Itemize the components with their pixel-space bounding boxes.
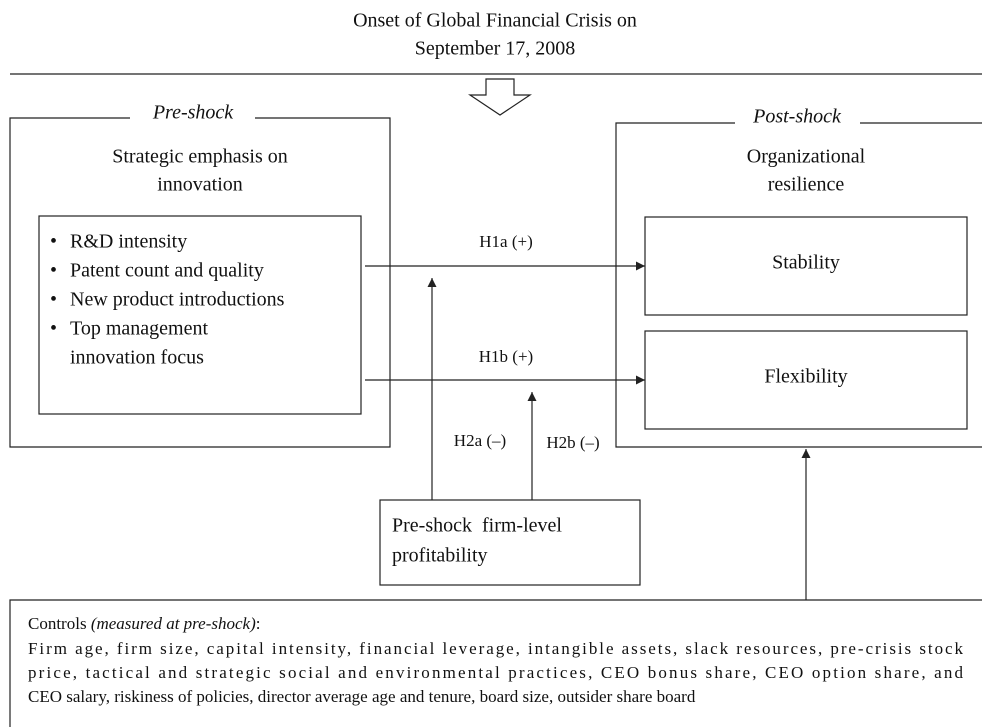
post-shock-panel <box>615 122 982 448</box>
panel-heading: Organizational <box>747 146 866 168</box>
bullet-text: New product introductions <box>70 289 285 311</box>
controls-colon: : <box>256 614 261 633</box>
hypothesis-label: H1a (+) <box>479 232 532 251</box>
controls-label: Controls <box>28 614 87 633</box>
controls-text: Firm age, firm size, capital intensity, … <box>28 639 964 658</box>
bullet-list: • R&D intensity • Patent count and quali… <box>50 231 285 369</box>
innovation-box <box>38 215 362 415</box>
controls-text: price, tactical and strategic social and… <box>28 663 963 682</box>
hypothesis-label: H2b (–) <box>546 433 599 452</box>
bullet-text: R&D intensity <box>70 231 187 253</box>
panel-label: Pre-shock <box>152 102 234 124</box>
hypothesis-label: H1b (+) <box>479 347 533 366</box>
controls-box <box>9 599 982 727</box>
bullet: • <box>50 260 57 282</box>
title: Onset of Global Financial Crisis on <box>353 10 637 32</box>
moderator-label: Pre-shock firm-level <box>392 515 562 537</box>
panel-heading: Strategic emphasis on <box>112 146 288 168</box>
outcome-label: Flexibility <box>764 366 847 388</box>
title: September 17, 2008 <box>415 38 576 60</box>
controls-heading: Controls (measured at pre-shock): <box>28 614 260 633</box>
controls-text: CEO salary, riskiness of policies, direc… <box>28 687 696 706</box>
bullet-text: innovation focus <box>70 347 204 369</box>
bullet-text: Patent count and quality <box>70 260 264 282</box>
panel-label: Post-shock <box>752 106 842 128</box>
bullet: • <box>50 231 57 253</box>
bullet-text: Top management <box>70 318 208 340</box>
controls-qualifier: (measured at pre-shock) <box>91 614 256 633</box>
panel-heading: resilience <box>768 174 845 196</box>
bullet: • <box>50 289 57 311</box>
pre-shock-panel <box>9 117 391 448</box>
outcome-label: Stability <box>772 252 840 274</box>
bullet: • <box>50 318 57 340</box>
hypothesis-label: H2a (–) <box>454 431 506 450</box>
shock-arrow <box>468 78 532 116</box>
moderator-box <box>379 499 641 586</box>
panel-heading: innovation <box>157 174 243 196</box>
moderator-label: profitability <box>392 545 488 567</box>
